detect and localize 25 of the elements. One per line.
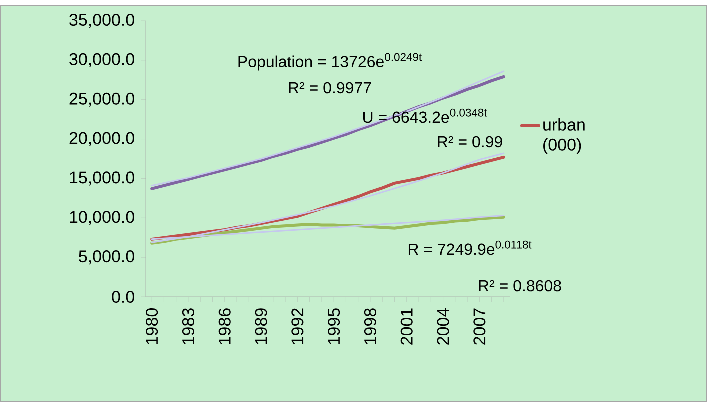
x-tick-label: 1998 bbox=[364, 308, 376, 344]
annotation: R² = 0.9977 bbox=[289, 82, 372, 94]
x-tick-label: 1980 bbox=[146, 308, 158, 344]
y-tick-label: 25,000.0 bbox=[70, 92, 134, 107]
x-tick-label: 2004 bbox=[437, 308, 450, 345]
annotation: Population = 13726e$^{0.0249t}$ bbox=[238, 53, 422, 71]
y-tick-label: 10,000.0 bbox=[70, 211, 134, 226]
x-tick-label: 1986 bbox=[218, 308, 231, 344]
annotation: R² = 0.8608 bbox=[479, 280, 562, 292]
x-tick-label: 1992 bbox=[292, 308, 304, 344]
y-tick-label: 15,000.0 bbox=[70, 172, 134, 186]
annotation: R = 7249.9e$^{0.0118t}$ bbox=[408, 240, 532, 256]
y-tick-label: 30,000.0 bbox=[70, 53, 134, 68]
x-tick-label: 1983 bbox=[182, 308, 194, 344]
x-tick-label: 1989 bbox=[255, 308, 268, 344]
y-tick-label: 20,000.0 bbox=[70, 132, 134, 146]
x-tick-label: 2001 bbox=[400, 308, 413, 345]
annotation: U = 6643.2e$^{0.0348t}$ bbox=[363, 108, 488, 124]
x-tick-label: 2007 bbox=[474, 308, 486, 345]
y-tick-label: 0.0 bbox=[112, 290, 134, 304]
annotation: R² = 0.99 bbox=[438, 136, 502, 148]
legend-label: urban (000) bbox=[544, 118, 585, 154]
x-tick-label: 1995 bbox=[328, 308, 340, 344]
y-tick-label: 35,000.0 bbox=[70, 14, 134, 28]
y-tick-label: 5,000.0 bbox=[79, 250, 134, 265]
